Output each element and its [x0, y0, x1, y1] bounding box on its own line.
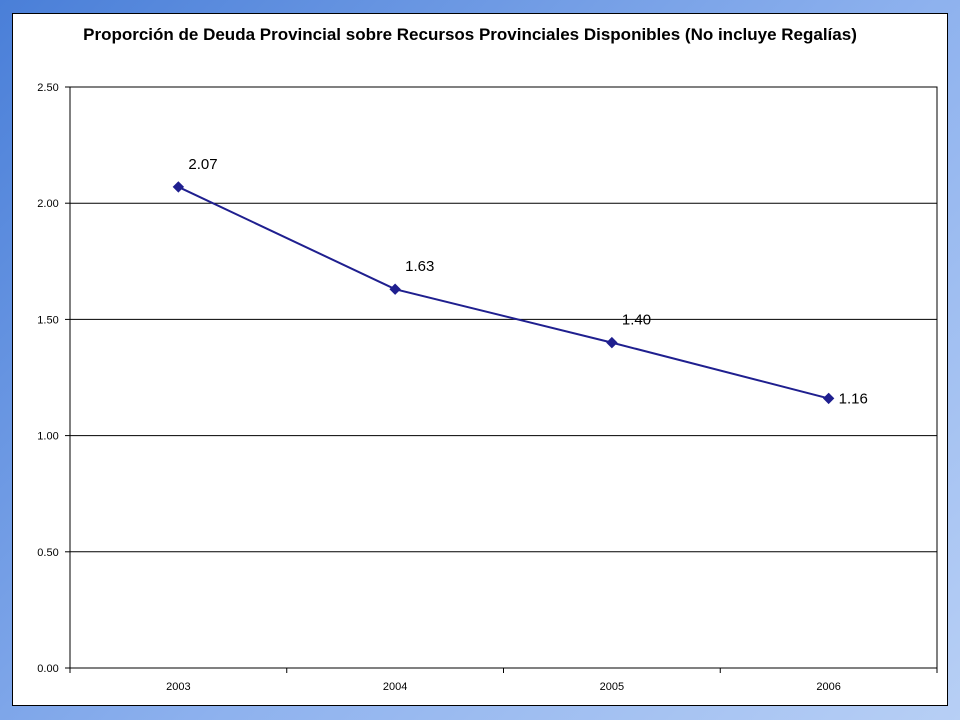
y-tick-label: 1.50	[37, 314, 58, 326]
x-tick-label: 2003	[166, 681, 190, 693]
plot-area	[69, 86, 938, 669]
y-tick-label: 0.00	[37, 663, 58, 675]
data-point	[606, 336, 618, 349]
y-tick-label: 2.50	[37, 82, 58, 94]
chart-title: Proporción de Deuda Provincial sobre Rec…	[83, 25, 857, 44]
data-point	[172, 181, 185, 193]
data-label: 1.16	[839, 390, 868, 407]
data-point	[822, 392, 835, 405]
data-label: 1.40	[622, 312, 651, 329]
x-tick-label: 2004	[383, 681, 407, 693]
x-tick-label: 2006	[816, 681, 840, 693]
chart-frame	[12, 13, 948, 706]
data-point	[389, 283, 401, 295]
series-line	[177, 186, 829, 400]
x-tick-label: 2005	[600, 681, 624, 693]
y-tick-label: 1.00	[37, 431, 58, 443]
data-label: 1.63	[405, 258, 434, 275]
y-tick-label: 2.00	[37, 198, 58, 210]
y-tick-label: 0.50	[37, 547, 58, 559]
data-label: 2.07	[188, 156, 217, 173]
